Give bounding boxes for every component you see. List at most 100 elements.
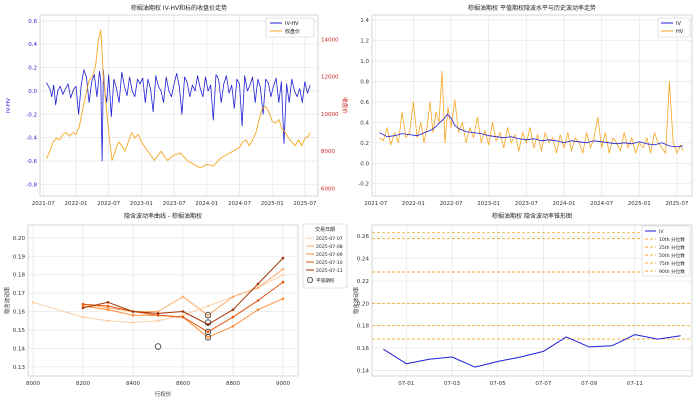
x-tick-label: 2022-07: [440, 201, 463, 207]
atm-marker: [204, 319, 212, 326]
x-tick-label: 8800: [226, 381, 240, 387]
x-tick-label: 07-11: [627, 381, 643, 387]
data-point: [281, 273, 285, 276]
data-point: [156, 313, 160, 317]
x-tick-label: 2024-01: [553, 201, 576, 207]
x-tick-label: 2025-07: [665, 201, 688, 207]
legend-label: 平值期权: [316, 277, 335, 284]
legend-label: 2025-07-11: [316, 268, 343, 274]
data-point: [106, 308, 110, 311]
data-point: [231, 308, 235, 311]
data-point: [131, 321, 135, 324]
legend-box: [302, 223, 348, 289]
y-tick-label: -0.6: [26, 159, 37, 165]
data-point: [281, 280, 285, 284]
chart-title: 棕榈油期权 隐含波动率锥形图: [492, 212, 572, 220]
x-tick-label: 07-09: [581, 381, 597, 387]
data-point: [106, 306, 110, 310]
legend-label: 2025-07-07: [316, 236, 343, 242]
y2-tick-label: 8000: [321, 149, 335, 155]
x-tick-label: 8200: [76, 381, 90, 387]
plot-frame: [371, 14, 693, 197]
x-axis-label: 行权价: [155, 390, 172, 398]
series-line-1: [379, 70, 684, 154]
x-tick-label: 8600: [176, 381, 190, 387]
data-point: [256, 299, 260, 302]
data-point: [81, 315, 85, 319]
data-point: [181, 295, 185, 299]
y-tick-label: 0.2: [360, 141, 369, 147]
x-tick-label: 07-07: [535, 381, 551, 387]
data-point: [256, 286, 260, 289]
data-point: [231, 295, 235, 299]
y-tick-label: 0.8: [360, 79, 369, 85]
x-tick-label: 2024-01: [195, 201, 218, 207]
y2-axis-label: 收盘价: [341, 97, 349, 114]
y-tick-label: 0.16: [13, 310, 26, 316]
legend-label: 2025-07-08: [316, 244, 343, 250]
x-tick-label: 8000: [26, 381, 40, 387]
y-tick-label: -0.8: [26, 182, 37, 188]
chart-title: 棕榈油期权 IV-HV和标的收盘价走势: [131, 4, 227, 12]
legend-label: 75th 分位数: [659, 260, 685, 267]
x-tick-label: 2025-01: [628, 201, 651, 207]
x-tick-label: 07-05: [490, 381, 506, 387]
legend-label: 25th 分位数: [659, 244, 685, 251]
plot-frame: [27, 224, 299, 377]
legend-label: 10th 分位数: [659, 236, 685, 243]
legend-label: 2025-07-09: [316, 252, 343, 258]
y2-tick-label: 12000: [321, 75, 339, 81]
chart-title: 隐含波动率曲线 - 棕榈油期权: [124, 212, 202, 220]
data-point: [156, 310, 160, 313]
series-line-0: [379, 113, 684, 148]
data-point: [181, 315, 185, 319]
data-point: [231, 325, 235, 328]
legend-label: IV: [676, 21, 681, 27]
x-tick-label: 2022-07: [97, 201, 120, 207]
y-tick-label: 0.26: [357, 234, 370, 240]
y2-tick-label: 6000: [321, 187, 335, 193]
data-point: [131, 310, 135, 313]
legend-label: 收盘价: [285, 28, 300, 35]
data-point: [81, 302, 85, 306]
x-tick-label: 2023-01: [130, 201, 153, 207]
data-point: [131, 313, 135, 317]
y-tick-label: 0.14: [13, 346, 26, 352]
y-axis-label: 隐含波动率: [352, 286, 360, 314]
y-tick-label: 0.24: [357, 257, 370, 263]
y-tick-label: 0.16: [357, 346, 370, 352]
atm-marker: [204, 334, 212, 341]
y-tick-label: 1.2: [360, 39, 369, 45]
y-tick-label: 0.6: [360, 100, 369, 106]
chart-atm-iv-hv: 2021-07 2022-01 2022-07 2023-01 2023-07 2024-…: [358, 4, 693, 207]
y-tick-label: 1.0: [360, 59, 369, 65]
legend-label: 2025-07-10: [316, 260, 343, 266]
x-tick-label: 2021-07: [364, 201, 387, 207]
x-tick-label: 2023-01: [477, 201, 500, 207]
y-tick-label: -0.2: [26, 112, 37, 118]
x-tick-label: 2023-07: [515, 201, 538, 207]
data-point: [81, 306, 85, 310]
y-tick-label: 0.22: [357, 279, 369, 285]
x-tick-label: 2021-07: [32, 201, 55, 207]
data-point: [281, 267, 285, 271]
x-tick-label: 07-03: [444, 381, 460, 387]
data-point: [281, 297, 285, 300]
y-tick-label: 0.18: [357, 324, 370, 330]
x-tick-label: 9000: [276, 381, 290, 387]
data-point: [106, 304, 110, 308]
data-point: [181, 310, 185, 313]
y-tick-label: 0.6: [28, 19, 37, 25]
legend-label: 90th 分位数: [659, 268, 685, 275]
chart-iv-cone: 07-01 07-03 07-05 07-07 07-09 07-11 0.14 0.16 0.…: [352, 212, 693, 387]
data-point: [106, 319, 110, 323]
y-tick-label: 0.20: [357, 301, 370, 307]
x-tick-label: 2022-01: [64, 201, 87, 207]
x-tick-label: 8400: [126, 381, 140, 387]
x-tick-label: 2023-07: [163, 201, 186, 207]
y-tick-label: 0.17: [13, 291, 26, 297]
x-tick-label: 2022-01: [402, 201, 425, 207]
data-point: [81, 304, 85, 308]
series-line-1: [46, 29, 311, 169]
y-tick-label: -0.2: [358, 182, 369, 188]
